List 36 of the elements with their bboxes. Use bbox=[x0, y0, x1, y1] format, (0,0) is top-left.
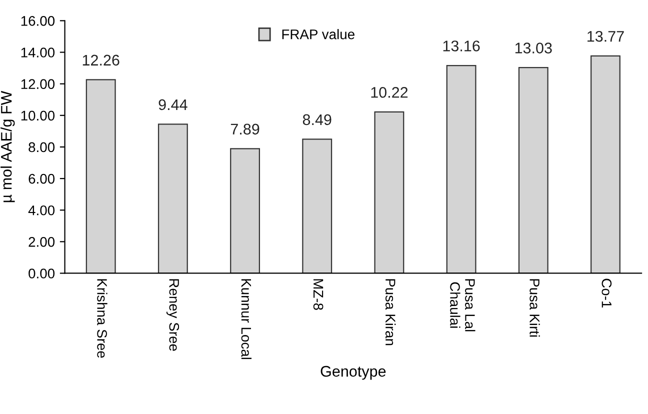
y-tick-label: 16.00 bbox=[21, 16, 55, 26]
x-tick-label: Krishna Sree bbox=[97, 279, 108, 358]
x-tick-label: Pusa Kirti bbox=[530, 279, 540, 337]
bar bbox=[230, 148, 260, 274]
data-label: 9.44 bbox=[158, 99, 188, 110]
y-tick-label: 0.00 bbox=[28, 268, 55, 278]
bar bbox=[158, 124, 188, 274]
data-label: 10.22 bbox=[371, 86, 408, 98]
x-tick-label: MZ-8 bbox=[313, 279, 324, 310]
y-tick-label: 12.00 bbox=[21, 79, 55, 90]
data-label: 13.77 bbox=[588, 30, 624, 42]
x-tick-label: Pusa Kiran bbox=[385, 279, 396, 346]
bar bbox=[590, 55, 620, 274]
bar bbox=[446, 64, 476, 274]
data-label: 12.26 bbox=[82, 54, 120, 66]
y-tick-label: 14.00 bbox=[21, 48, 55, 58]
bar bbox=[518, 67, 548, 274]
y-tick-label: 2.00 bbox=[28, 237, 55, 247]
x-axis-title: Genotype bbox=[320, 366, 386, 380]
bar bbox=[374, 111, 404, 274]
bar bbox=[86, 79, 116, 274]
data-label: 7.89 bbox=[230, 124, 260, 135]
data-label: 13.16 bbox=[443, 40, 480, 52]
x-tick-label: Pusa Lal Chaulai bbox=[450, 279, 476, 332]
y-tick-label: 10.00 bbox=[21, 110, 55, 121]
bar bbox=[302, 138, 332, 274]
y-tick-label: 4.00 bbox=[28, 205, 55, 216]
data-label: 13.03 bbox=[515, 42, 552, 54]
y-axis-title: µ mol AAE/g FW bbox=[0, 90, 15, 202]
x-tick-label: Kunnur Local bbox=[241, 279, 252, 360]
y-tick-label: 6.00 bbox=[28, 174, 55, 184]
y-tick-label: 8.00 bbox=[28, 142, 55, 152]
data-label: 8.49 bbox=[302, 114, 332, 126]
legend-label: FRAP value bbox=[282, 29, 354, 40]
x-tick-label: Reney Sree bbox=[166, 279, 180, 351]
x-tick-label: Co-1 bbox=[602, 278, 612, 308]
